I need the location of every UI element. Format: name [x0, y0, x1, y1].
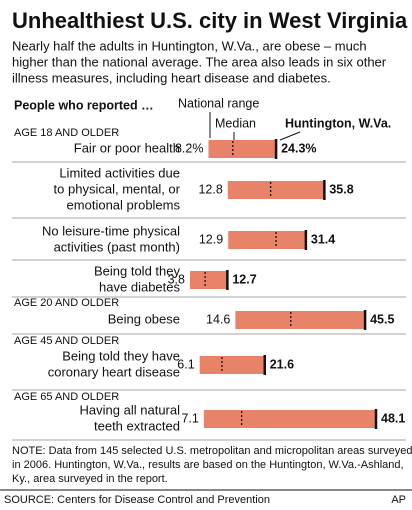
group-label: AGE 45 AND OLDER [14, 335, 119, 347]
subtitle: illness measures, including heart diseas… [12, 70, 331, 85]
high-label: 48.1 [381, 411, 405, 425]
low-label: 12.9 [199, 232, 223, 246]
source: SOURCE: Centers for Disease Control and … [4, 494, 270, 506]
note: NOTE: Data from 145 selected U.S. metrop… [12, 445, 412, 457]
high-label: 21.6 [270, 357, 294, 371]
high-label: 35.8 [329, 182, 353, 196]
legend-highlight: Huntington, W.Va. [285, 116, 391, 130]
high-label: 24.3% [281, 141, 316, 155]
low-label: 6.1 [177, 357, 194, 371]
note: Ky., area surveyed in the report. [12, 473, 168, 485]
subtitle: higher than the national average. The ar… [12, 54, 387, 69]
credit: AP [391, 494, 406, 506]
range-bar [235, 311, 366, 329]
category-label: to physical, mental, or [54, 181, 181, 196]
range-bar [228, 231, 306, 249]
range-bar [227, 181, 325, 199]
category-label: teeth extracted [94, 418, 180, 433]
low-label: 3.8 [168, 272, 185, 286]
legend-leader [279, 131, 301, 141]
category-label: Having all natural [80, 402, 181, 417]
category-label: emotional problems [67, 197, 181, 212]
subtitle: Nearly half the adults in Huntington, W.… [12, 38, 367, 53]
category-label: activities (past month) [54, 239, 180, 254]
category-label: coronary heart disease [48, 364, 180, 379]
low-label: 14.6 [206, 312, 230, 326]
category-label: Being told they have [62, 348, 180, 363]
range-bar [190, 271, 228, 289]
low-label: 7.1 [181, 411, 198, 425]
legend-range: National range [178, 96, 259, 110]
low-label: 8.2% [175, 141, 204, 155]
high-label: 45.5 [370, 312, 394, 326]
header: People who reported … [14, 98, 154, 112]
high-label: 12.7 [232, 272, 256, 286]
chart-title: Unhealthiest U.S. city in West Virginia [12, 8, 408, 33]
category-label: Being obese [108, 311, 180, 326]
category-label: Limited activities due [59, 165, 180, 180]
legend-median: Median [215, 116, 256, 130]
group-label: AGE 18 AND OLDER [14, 127, 119, 139]
low-label: 12.8 [198, 182, 222, 196]
range-bar [208, 140, 277, 158]
range-bar [203, 410, 376, 428]
note: in 2006. Huntington, W.Va., results are … [12, 459, 404, 471]
group-label: AGE 20 AND OLDER [14, 297, 119, 309]
group-label: AGE 65 AND OLDER [14, 391, 119, 403]
category-label: Being told they [94, 263, 181, 278]
category-label: No leisure-time physical [42, 223, 180, 238]
category-label: Fair or poor health [74, 140, 180, 155]
category-label: have diabetes [99, 279, 180, 294]
range-bar [199, 356, 265, 374]
high-label: 31.4 [311, 232, 335, 246]
